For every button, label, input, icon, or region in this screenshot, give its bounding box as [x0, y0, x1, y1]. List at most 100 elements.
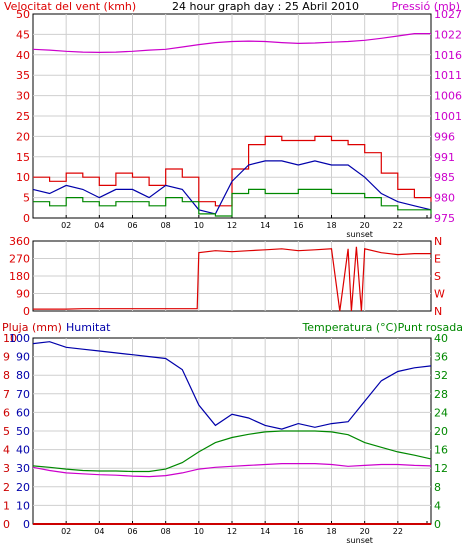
pressure-y-tick-label: 1022 [434, 28, 462, 41]
temp-x-tick-label: 18 [326, 527, 336, 536]
humidity-y-tick-label: 10 [16, 499, 30, 512]
humidity-y-tick-label: 30 [16, 462, 30, 475]
humidity-y-tick-label: 50 [16, 425, 30, 438]
wind-x-tick-label: 08 [161, 221, 171, 230]
humidity-axis-label: Humitat [66, 321, 111, 334]
wind-y-tick-label: 25 [16, 110, 30, 123]
humidity-line [32, 341, 432, 430]
rain-y-tick-label: 5 [3, 425, 10, 438]
rain-y-tick-label: 8 [3, 369, 10, 382]
wind-gust-line [33, 135, 432, 207]
wind-y-tick-label: 40 [16, 49, 30, 62]
compass-y-tick-label: S [434, 270, 441, 283]
wind-y-tick-label: 5 [23, 192, 30, 205]
axes: 0510152025303540455097598098599199610011… [3, 8, 462, 545]
pressure-y-tick-label: 985 [434, 171, 455, 184]
compass-y-tick-label: W [434, 288, 445, 301]
pressure-y-tick-label: 991 [434, 151, 455, 164]
wind-x-tick-label: 20 [360, 221, 370, 230]
temp-y-tick-label: 32 [434, 369, 448, 382]
wind-y-tick-label: 10 [16, 171, 30, 184]
wind-x-tick-label: 18 [326, 221, 336, 230]
wind-average-line [33, 188, 432, 217]
pressure-y-tick-label: 996 [434, 130, 455, 143]
direction-y-tick-label: 90 [16, 288, 30, 301]
wind-x-tick-label: 02 [61, 221, 71, 230]
direction-y-tick-label: 360 [9, 235, 30, 248]
humidity-y-tick-label: 40 [16, 444, 30, 457]
temp-x-tick-label: 16 [293, 527, 303, 536]
compass-y-tick-label: N [434, 305, 442, 318]
pressure-y-tick-label: 1016 [434, 49, 462, 62]
wind-x-tick-label: 06 [127, 221, 137, 230]
rain-axis-label: Pluja (mm) [2, 321, 62, 334]
wind-direction-line [33, 246, 431, 312]
chart-title: 24 hour graph day : 25 Abril 2010 [172, 0, 359, 13]
wind-x-tick-label: 16 [293, 221, 303, 230]
wind-y-tick-label: 50 [16, 8, 30, 21]
temperature-axis-label: Temperatura (°C)Punt rosada [301, 321, 463, 334]
rain-y-tick-label: 0 [3, 518, 10, 531]
temp-y-tick-label: 8 [434, 481, 441, 494]
humidity-y-tick-label: 20 [16, 481, 30, 494]
dewpoint-line [32, 463, 432, 478]
temp-y-tick-label: 0 [434, 518, 441, 531]
pressure-y-tick-label: 1001 [434, 110, 462, 123]
wind-x-tick-label: 04 [94, 221, 104, 230]
compass-y-tick-label: N [434, 235, 442, 248]
rain-y-tick-label: 7 [3, 388, 10, 401]
pressure-y-tick-label: 1027 [434, 8, 462, 21]
temp-x-tick-label: 08 [161, 527, 171, 536]
pressure-y-tick-label: 980 [434, 192, 455, 205]
temp-x-tick-label: 04 [94, 527, 104, 536]
temp-x-tick-label: 22 [393, 527, 403, 536]
rain-y-tick-label: 6 [3, 406, 10, 419]
temp-y-tick-label: 4 [434, 499, 441, 512]
wind-y-tick-label: 35 [16, 69, 30, 82]
rain-y-tick-label: 2 [3, 481, 10, 494]
temp-y-tick-label: 36 [434, 351, 448, 364]
temp-x-tick-label: 02 [61, 527, 71, 536]
temp-x-tick-label: 06 [127, 527, 137, 536]
pressure-y-tick-label: 1006 [434, 90, 462, 103]
humidity-y-tick-label: 80 [16, 369, 30, 382]
temp-y-tick-label: 28 [434, 388, 448, 401]
temp-y-tick-label: 40 [434, 332, 448, 345]
rain-y-tick-label: 3 [3, 462, 10, 475]
wind-y-tick-label: 20 [16, 130, 30, 143]
wind-y-tick-label: 45 [16, 28, 30, 41]
rain-y-tick-label: 9 [3, 351, 10, 364]
humidity-y-tick-label: 90 [16, 351, 30, 364]
temp-x-tick-label: 10 [194, 527, 204, 536]
wind-sunset-label: sunset [346, 230, 373, 239]
pressure-line [32, 32, 431, 54]
wind-x-tick-label: 10 [194, 221, 204, 230]
temp-x-tick-label: 14 [260, 527, 270, 536]
rain-y-tick-label: 4 [3, 444, 10, 457]
humidity-y-tick-label: 70 [16, 388, 30, 401]
pressure-y-tick-label: 975 [434, 212, 455, 225]
direction-y-tick-label: 270 [9, 253, 30, 266]
wind-speed-line [32, 160, 432, 215]
rain-y-tick-label: 10 [3, 332, 17, 345]
wind-axis-label: Velocitat del vent (kmh) [4, 0, 136, 13]
pressure-axis-label: Pressió (mb) [391, 0, 460, 13]
temp-y-tick-label: 12 [434, 462, 448, 475]
humidity-y-tick-label: 0 [23, 518, 30, 531]
temp-x-tick-label: 20 [360, 527, 370, 536]
wind-x-tick-label: 12 [227, 221, 237, 230]
temp-x-tick-label: 12 [227, 527, 237, 536]
wind-y-tick-label: 0 [23, 212, 30, 225]
wind-y-tick-label: 30 [16, 90, 30, 103]
humidity-y-tick-label: 60 [16, 406, 30, 419]
wind-y-tick-label: 15 [16, 151, 30, 164]
compass-y-tick-label: E [434, 253, 441, 266]
series [32, 32, 432, 525]
temp-y-tick-label: 24 [434, 406, 448, 419]
wind-x-tick-label: 14 [260, 221, 270, 230]
direction-y-tick-label: 180 [9, 270, 30, 283]
rain-y-tick-label: 1 [3, 499, 10, 512]
temp-y-tick-label: 20 [434, 425, 448, 438]
temp-sunset-label: sunset [346, 536, 373, 545]
